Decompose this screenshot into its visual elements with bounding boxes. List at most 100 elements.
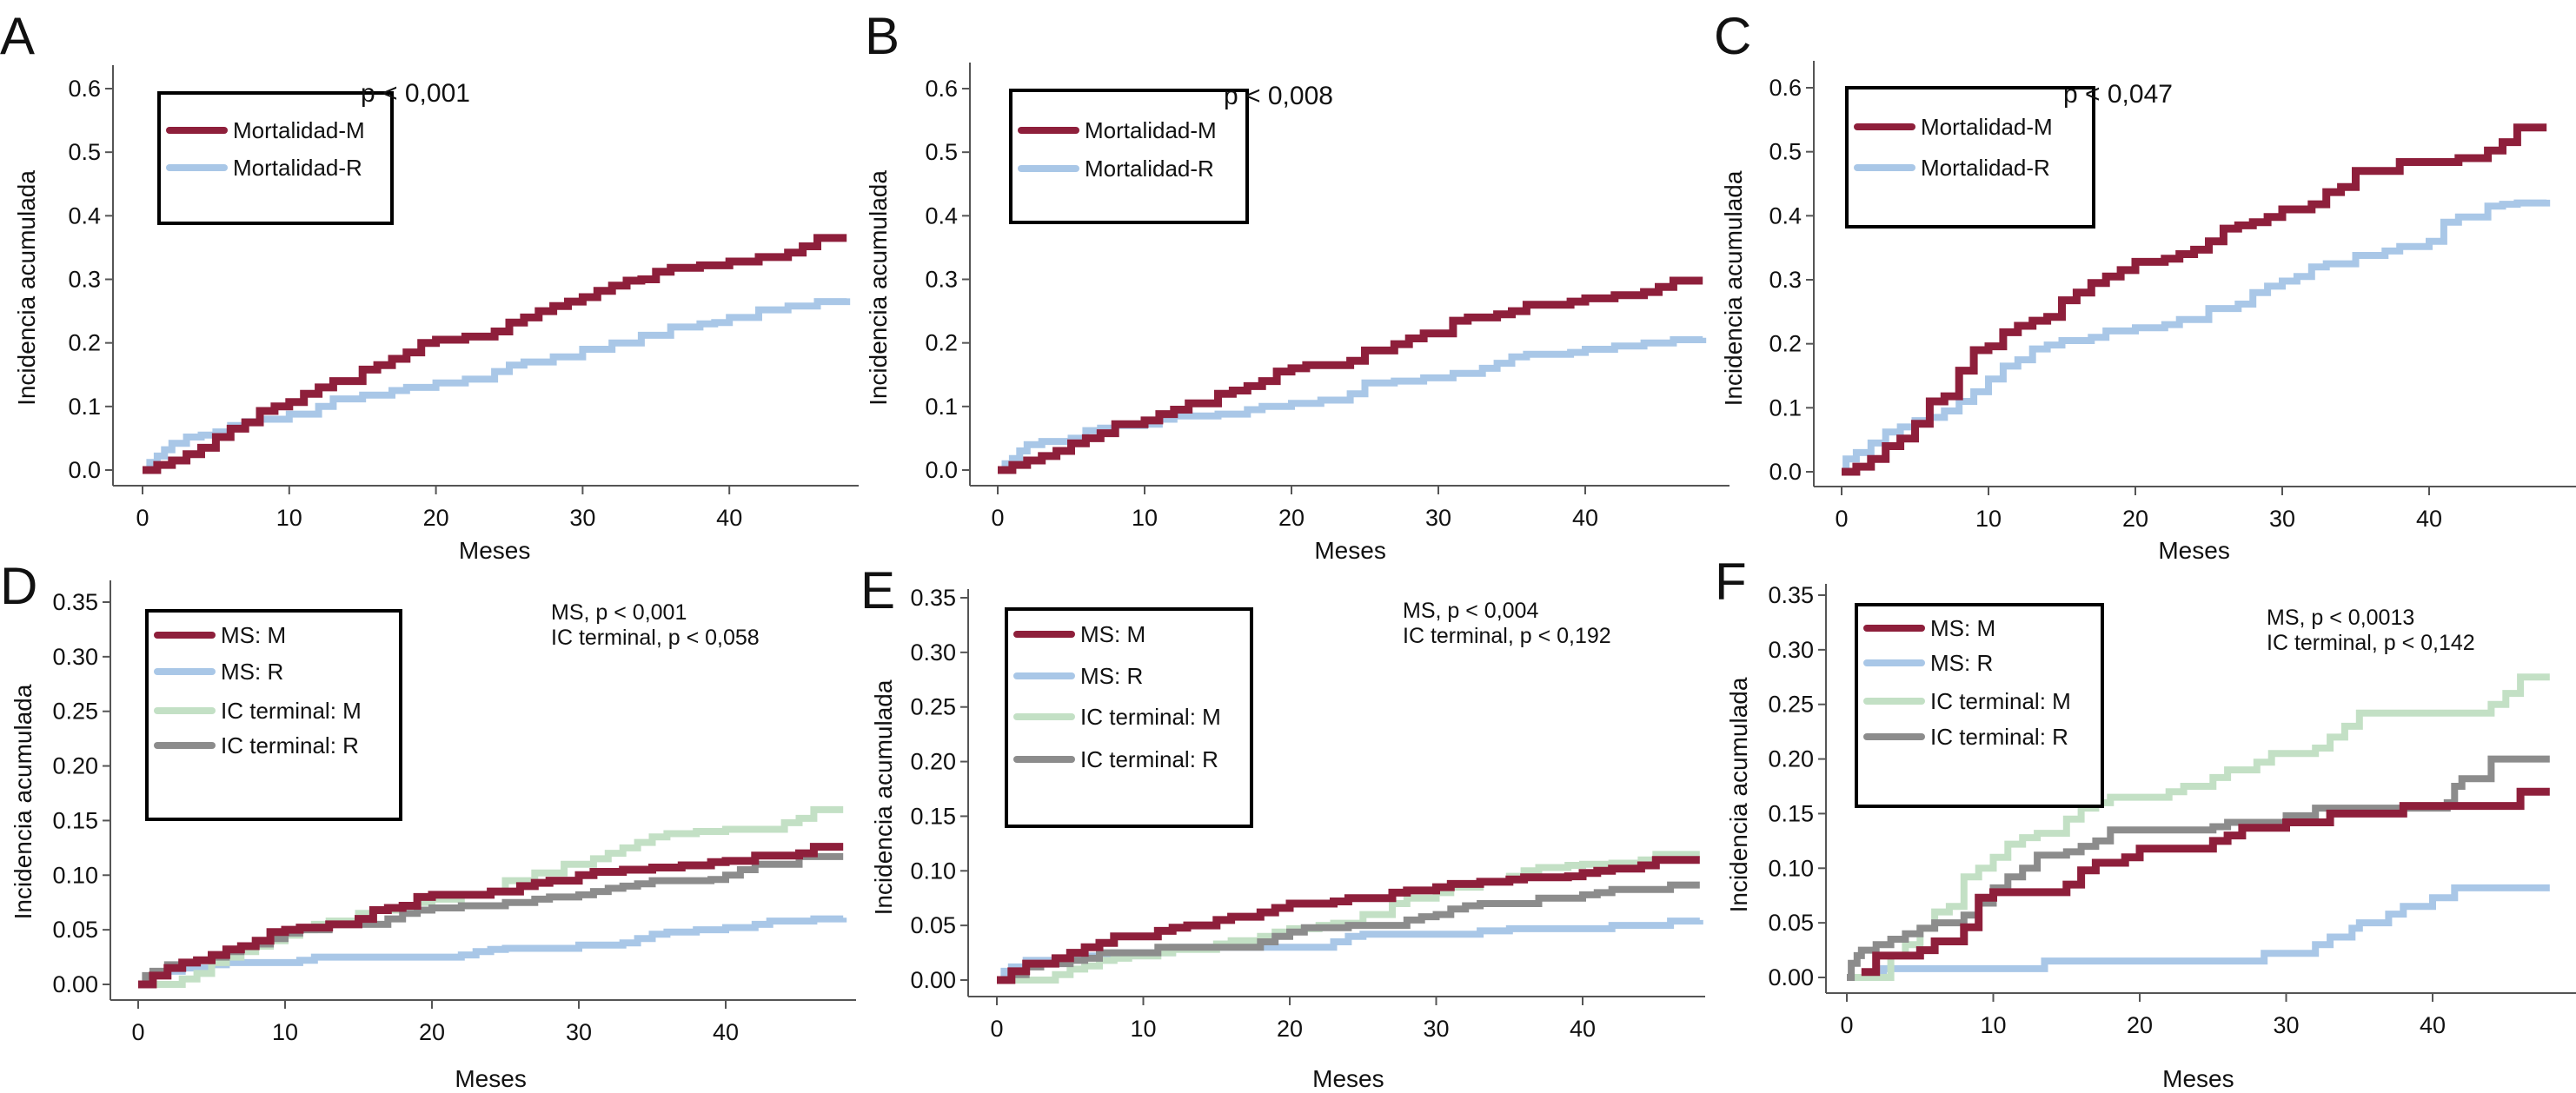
legend-item: Mortalidad-M — [1018, 117, 1217, 143]
series-line-ms-r — [1847, 884, 2550, 981]
series-line-ms-m — [138, 843, 844, 989]
x-tick-label: 20 — [1277, 1016, 1303, 1042]
panel-letter: F — [1715, 553, 1747, 611]
y-axis-title: Incidencia acumulada — [1720, 170, 1747, 406]
panel-a: A 0.0 0.1 0.2 0.3 0.4 0.5 0.6 0 10 20 30 40 Incidenci… — [0, 7, 859, 564]
y-tick-label: 0.2 — [925, 330, 958, 356]
series-line-ms-m — [997, 856, 1700, 984]
legend-label: Mortalidad-M — [1085, 117, 1217, 143]
y-tick-label: 0.6 — [1769, 75, 1802, 101]
x-tick-label: 0 — [1835, 506, 1848, 532]
legend-item: MS: R — [154, 659, 283, 685]
p-value-annotation: IC terminal, p < 0,058 — [551, 626, 760, 650]
y-tick-label: 0.10 — [1768, 855, 1814, 881]
legend-box — [145, 609, 402, 821]
y-tick-label: 0.4 — [925, 202, 958, 229]
panel-letter: A — [0, 7, 35, 65]
legend-item: IC terminal: M — [1863, 688, 2071, 714]
series-line-mortalidad-r — [143, 298, 851, 474]
y-tick-label: 0.20 — [910, 749, 956, 775]
y-tick-label: 0.4 — [1769, 202, 1802, 229]
x-tick-label: 40 — [2420, 1012, 2446, 1038]
y-tick-label: 0.10 — [52, 862, 98, 888]
y-tick-label: 0.3 — [925, 267, 958, 293]
x-axis-title: Meses — [455, 1065, 526, 1092]
panel-c: C 0.0 0.1 0.2 0.3 0.4 0.5 0.6 0 10 20 30 40 Incidenci… — [1714, 7, 2576, 564]
legend-item: Mortalidad-M — [1854, 114, 2053, 140]
legend-label: Mortalidad-R — [1921, 155, 2050, 181]
panel-letter: E — [860, 561, 895, 619]
x-tick-label: 0 — [131, 1019, 144, 1045]
series-line-mortalidad-m — [143, 234, 847, 474]
x-tick-label: 20 — [419, 1019, 445, 1045]
y-tick-label: 0.1 — [1769, 394, 1802, 421]
y-tick-label: 0.30 — [1768, 637, 1814, 663]
legend-label: Mortalidad-M — [1921, 114, 2053, 140]
legend-item: MS: R — [1863, 650, 1993, 676]
y-tick-label: 0.0 — [1769, 459, 1802, 485]
series-line-ic-terminal-m — [138, 805, 844, 988]
series-line-mortalidad-m — [998, 276, 1703, 474]
x-tick-label: 40 — [713, 1019, 739, 1045]
x-tick-label: 10 — [272, 1019, 298, 1045]
y-tick-label: 0.15 — [1768, 800, 1814, 826]
x-tick-label: 0 — [136, 505, 149, 531]
x-tick-label: 30 — [2269, 506, 2295, 532]
y-tick-label: 0.05 — [52, 917, 98, 943]
y-axis-title: Incidencia acumulada — [865, 170, 892, 406]
x-tick-label: 40 — [1570, 1016, 1596, 1042]
y-tick-label: 0.15 — [52, 807, 98, 833]
x-tick-label: 0 — [1840, 1012, 1853, 1038]
x-axis-title: Meses — [459, 537, 530, 564]
legend-label: IC terminal: R — [1080, 746, 1218, 772]
x-tick-label: 20 — [423, 505, 449, 531]
legend: Mortalidad-M Mortalidad-R — [1845, 86, 2095, 229]
legend-label: MS: R — [221, 659, 283, 685]
series-line-mortalidad-m — [1842, 123, 2547, 476]
y-tick-label: 0.5 — [1769, 139, 1802, 165]
p-value-annotation: p < 0,008 — [1224, 82, 1333, 110]
y-tick-label: 0.00 — [52, 971, 98, 997]
series-line-ic-terminal-r — [997, 881, 1700, 984]
x-axis-title: Meses — [2162, 1065, 2234, 1092]
p-value-annotation: IC terminal, p < 0,192 — [1403, 624, 1611, 648]
x-tick-label: 10 — [1975, 506, 2002, 532]
legend: MS: M MS: R IC terminal: M IC terminal: R — [1855, 603, 2104, 808]
x-tick-label: 10 — [1980, 1012, 2006, 1038]
y-tick-label: 0.2 — [1769, 331, 1802, 357]
x-tick-label: 30 — [566, 1019, 592, 1045]
legend-item: Mortalidad-M — [166, 117, 365, 143]
x-tick-label: 10 — [1132, 505, 1158, 531]
y-tick-label: 0.05 — [910, 912, 956, 938]
legend-box — [157, 91, 394, 225]
y-tick-label: 0.0 — [68, 457, 101, 483]
y-tick-label: 0.35 — [1768, 582, 1814, 608]
legend-item: IC terminal: M — [154, 698, 362, 724]
y-tick-label: 0.1 — [68, 394, 101, 420]
legend-label: MS: M — [221, 622, 286, 648]
x-tick-label: 40 — [2416, 506, 2442, 532]
series-line-mortalidad-r — [1842, 199, 2551, 475]
p-value-annotation: p < 0,047 — [2063, 80, 2173, 109]
legend-item: IC terminal: R — [1863, 724, 2068, 750]
legend: MS: M MS: R IC terminal: M IC terminal: R — [145, 609, 402, 821]
y-tick-label: 0.35 — [910, 585, 956, 611]
x-axis-title: Meses — [1312, 1065, 1384, 1092]
legend-label: IC terminal: M — [1080, 704, 1221, 730]
legend-box — [1855, 603, 2104, 808]
y-tick-label: 0.20 — [52, 753, 98, 779]
y-axis-title: Incidencia acumulada — [870, 679, 897, 915]
panel-e: E 0.00 0.05 0.10 0.15 0.20 0.25 0.30 0.35 0 10 20 30… — [860, 561, 1705, 1092]
x-tick-label: 10 — [276, 505, 302, 531]
y-tick-label: 0.3 — [1769, 267, 1802, 293]
p-value-annotation: MS, p < 0,004 — [1403, 599, 1538, 623]
legend-label: Mortalidad-R — [233, 155, 362, 181]
y-tick-label: 0.5 — [68, 139, 101, 165]
x-axis-title: Meses — [2158, 537, 2229, 564]
legend-label: Mortalidad-M — [233, 117, 365, 143]
legend-label: IC terminal: M — [221, 698, 362, 724]
p-value-annotation: p < 0,001 — [361, 79, 470, 108]
legend-item: MS: R — [1013, 663, 1143, 689]
y-tick-label: 0.3 — [68, 267, 101, 293]
